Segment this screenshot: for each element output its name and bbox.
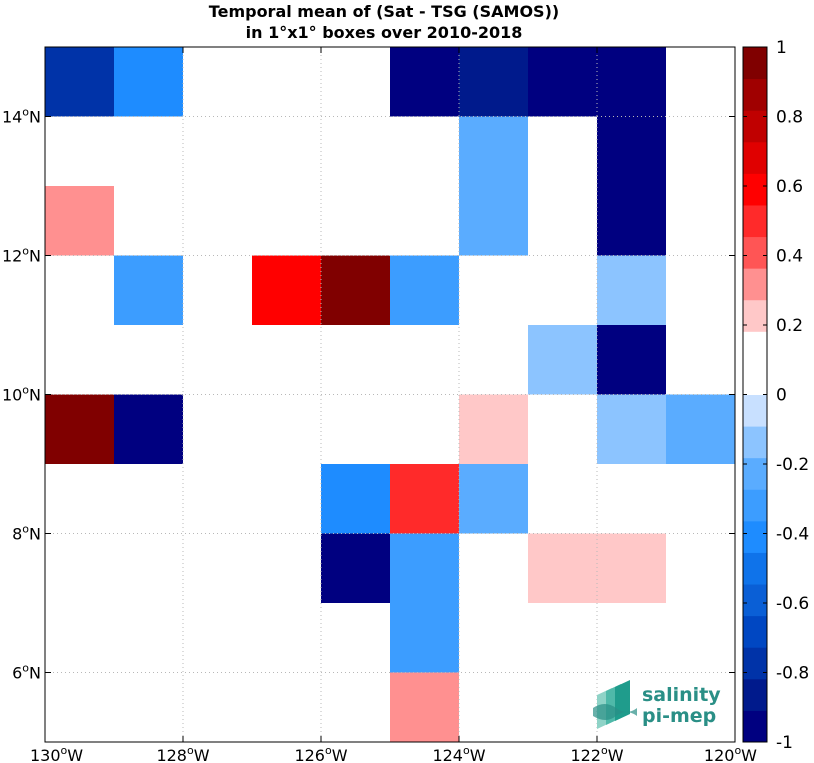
colorbar-segment: [743, 457, 767, 490]
x-tick-label: 124oW: [432, 744, 485, 763]
heatmap-cell: [459, 394, 528, 464]
heatmap-cell: [45, 186, 114, 256]
heatmap-cell: [459, 116, 528, 186]
colorbar-tick-label: -1: [776, 733, 793, 753]
logo-mark-icon: [593, 680, 637, 729]
heatmap-cell: [114, 394, 183, 464]
colorbar-segment: [743, 552, 767, 585]
salinity-pi-mep-logo: salinity pi-mep: [593, 680, 721, 729]
colorbar-segment: [743, 584, 767, 617]
y-tick-label: 14oN: [2, 106, 41, 127]
heatmap-cell: [390, 672, 459, 742]
chart-title-line-1: Temporal mean of (Sat - TSG (SAMOS)): [209, 2, 559, 21]
x-tick-label: 128oW: [156, 744, 209, 763]
x-tick-label: 126oW: [294, 744, 347, 763]
colorbar: 1 0.8 0.6 0.4 0.2 0 -0.2 -0.4 -0.6 -0.8 -1: [742, 38, 809, 753]
heatmap-cell: [459, 186, 528, 256]
x-tick-label: 120oW: [704, 744, 757, 763]
colorbar-tick-label: -0.4: [776, 525, 809, 545]
colorbar-tick-label: -0.6: [776, 594, 809, 614]
logo-line-1: salinity: [642, 684, 721, 706]
heatmap-cell: [390, 47, 459, 117]
colorbar-segment: [743, 647, 767, 680]
heatmap-cell: [459, 464, 528, 534]
heatmap-cells: [45, 47, 735, 742]
y-tick-label: 6oN: [12, 662, 41, 683]
heatmap-cell: [597, 186, 666, 256]
heatmap-cell: [390, 533, 459, 603]
colorbar-segment: [743, 204, 767, 238]
colorbar-segment: [743, 47, 767, 80]
y-tick-label: 12oN: [2, 245, 41, 266]
colorbar-segment: [743, 268, 767, 301]
colorbar-segment: [743, 236, 767, 269]
colorbar-tick-label: -0.2: [776, 455, 809, 475]
grid-lines: [45, 47, 735, 742]
heatmap-cell: [597, 116, 666, 186]
colorbar-tick-label: 0.4: [776, 247, 803, 267]
colorbar-segment: [743, 299, 767, 332]
heatmap-cell: [528, 325, 597, 395]
colorbar-segment: [743, 678, 767, 711]
heatmap-cell: [45, 394, 114, 464]
heatmap-cell: [45, 47, 114, 117]
heatmap-cell: [597, 47, 666, 117]
colorbar-tick-label: 0.6: [776, 177, 803, 197]
heatmap-cell: [597, 533, 666, 603]
heatmap-cell: [459, 325, 528, 395]
heatmap-cell: [321, 464, 390, 534]
chart-title-line-2: in 1°x1° boxes over 2010-2018: [246, 23, 523, 42]
x-tick-label: 122oW: [570, 744, 623, 763]
heatmap-cell: [252, 255, 321, 325]
x-tick-label: 130oW: [30, 744, 83, 763]
heatmap-cell: [528, 533, 597, 603]
colorbar-segment: [743, 615, 767, 648]
colorbar-segment: [743, 331, 767, 364]
colorbar-tick-label: -0.8: [776, 664, 809, 684]
colorbar-segment: [743, 520, 767, 553]
heatmap-cell: [114, 255, 183, 325]
heatmap-cell: [597, 394, 666, 464]
colorbar-segment: [743, 141, 767, 174]
colorbar-segment: [743, 110, 767, 143]
y-tick-label: 10oN: [2, 384, 41, 405]
colorbar-segment: [743, 426, 767, 459]
logo-line-2: pi-mep: [642, 705, 716, 727]
colorbar-segment: [743, 394, 767, 427]
heatmap-cell: [597, 255, 666, 325]
heatmap-cell: [390, 464, 459, 534]
heatmap-cell: [114, 47, 183, 117]
colorbar-tick-label: 0.8: [776, 108, 803, 128]
heatmap-cell: [597, 325, 666, 395]
colorbar-tick-label: 0.2: [776, 316, 803, 336]
heatmap-cell: [321, 255, 390, 325]
heatmap-cell: [528, 47, 597, 117]
heatmap-cell: [321, 533, 390, 603]
colorbar-segment: [743, 78, 767, 111]
colorbar-tick-label: 0: [776, 386, 787, 406]
heatmap-cell: [666, 394, 735, 464]
colorbar-segment: [743, 173, 767, 206]
y-tick-label: 8oN: [12, 523, 41, 544]
colorbar-segment: [743, 489, 767, 522]
colorbar-segment: [743, 362, 767, 395]
axis-ticks: 130oW 128oW 126oW 124oW 122oW 120oW 6oN 8oN 10oN…: [2, 47, 757, 763]
heatmap-cell: [459, 47, 528, 117]
colorbar-tick-label: 1: [776, 38, 787, 58]
colorbar-segment: [743, 710, 767, 743]
heatmap-cell: [390, 603, 459, 673]
heatmap-cell: [390, 255, 459, 325]
